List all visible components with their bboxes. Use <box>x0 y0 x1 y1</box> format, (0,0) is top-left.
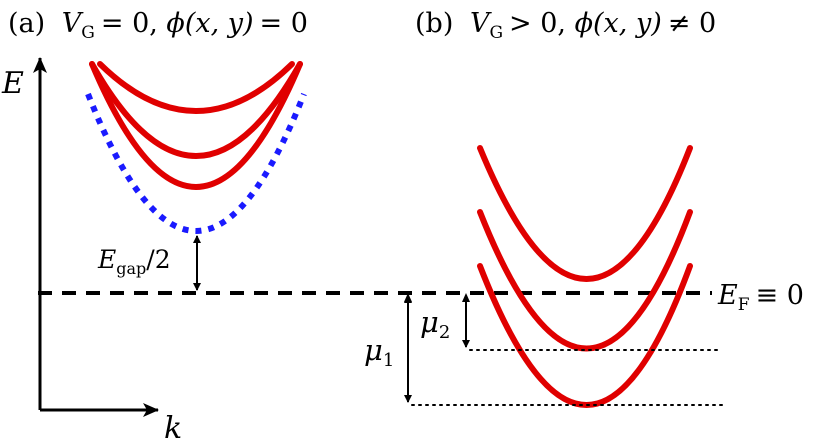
mu2-arrow-head-up <box>462 293 470 302</box>
mu1-arrow-head-up <box>404 293 412 302</box>
panel-a-band-2 <box>89 61 303 159</box>
momentum-axis-label: k <box>164 411 182 440</box>
fermi-level-label: EF ≡ 0 <box>717 280 804 315</box>
gap-label: Egap/2 <box>97 245 171 278</box>
panel-a-band-1 <box>89 61 303 190</box>
mu1-label: μ1 <box>364 333 394 371</box>
panel-a-title: (a) VG = 0, ϕ(x, y) = 0 <box>8 8 308 43</box>
mu2-label: μ2 <box>420 305 450 343</box>
energy-axis-label: E <box>1 66 24 101</box>
gap-edge-band <box>85 92 307 234</box>
panel-a-band-3 <box>97 61 295 114</box>
panel-b-band-1 <box>477 145 693 282</box>
panel-b-band-2 <box>477 209 693 352</box>
panel-b-title: (b) VG > 0, ϕ(x, y) ≠ 0 <box>415 8 716 43</box>
